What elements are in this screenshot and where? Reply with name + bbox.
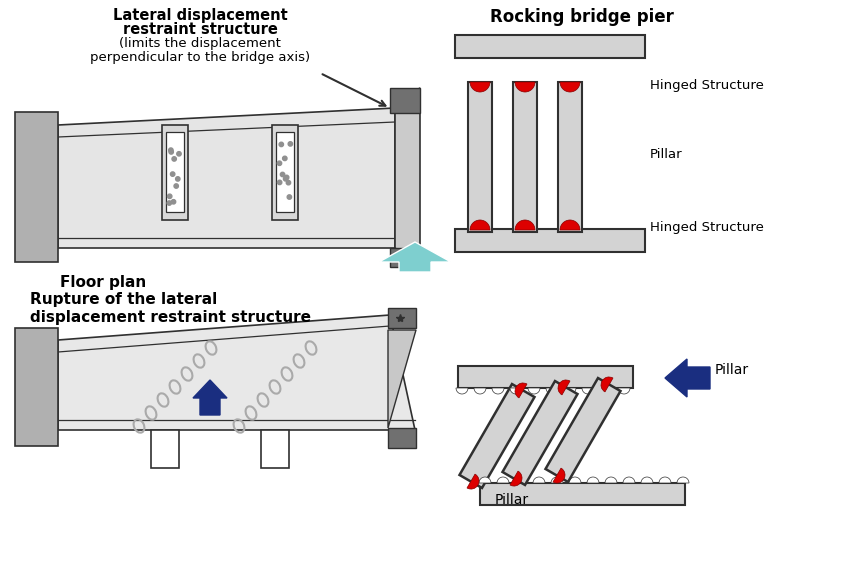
Wedge shape <box>623 477 635 483</box>
Polygon shape <box>390 88 420 113</box>
Wedge shape <box>546 388 558 394</box>
Text: Pillar: Pillar <box>715 363 749 377</box>
Text: Pillar: Pillar <box>650 149 683 162</box>
Wedge shape <box>659 477 671 483</box>
Polygon shape <box>166 132 184 212</box>
Polygon shape <box>261 430 289 468</box>
Wedge shape <box>587 477 599 483</box>
Wedge shape <box>601 377 613 392</box>
Circle shape <box>172 157 176 161</box>
Text: Pillar: Pillar <box>495 493 529 507</box>
Wedge shape <box>551 477 563 483</box>
Polygon shape <box>388 428 416 448</box>
Circle shape <box>175 177 180 181</box>
Wedge shape <box>479 477 491 483</box>
Polygon shape <box>15 328 58 446</box>
Circle shape <box>283 177 288 181</box>
Polygon shape <box>58 108 395 248</box>
Wedge shape <box>558 380 570 395</box>
Wedge shape <box>569 477 581 483</box>
Wedge shape <box>605 477 617 483</box>
Polygon shape <box>15 112 58 262</box>
Text: Floor plan: Floor plan <box>60 275 146 290</box>
Wedge shape <box>560 82 580 92</box>
Circle shape <box>169 150 174 154</box>
Wedge shape <box>510 388 522 394</box>
Circle shape <box>177 151 181 156</box>
Wedge shape <box>515 383 527 398</box>
Wedge shape <box>515 220 535 230</box>
Polygon shape <box>503 381 577 485</box>
Polygon shape <box>151 430 179 468</box>
Wedge shape <box>456 388 468 394</box>
Polygon shape <box>390 248 420 267</box>
Polygon shape <box>395 88 420 263</box>
Wedge shape <box>560 220 580 230</box>
Wedge shape <box>467 474 479 489</box>
Text: Hinged Structure: Hinged Structure <box>650 221 764 235</box>
Polygon shape <box>58 315 415 430</box>
Wedge shape <box>553 468 565 483</box>
FancyBboxPatch shape <box>455 229 645 252</box>
Text: Rocking bridge pier: Rocking bridge pier <box>490 8 673 26</box>
Text: restraint structure: restraint structure <box>123 22 277 37</box>
Circle shape <box>170 172 175 176</box>
Wedge shape <box>582 388 594 394</box>
Wedge shape <box>515 82 535 92</box>
FancyArrow shape <box>193 380 227 415</box>
Text: (limits the displacement: (limits the displacement <box>119 37 281 50</box>
FancyBboxPatch shape <box>455 35 645 58</box>
Circle shape <box>168 194 172 199</box>
FancyBboxPatch shape <box>513 82 537 232</box>
Text: Hinged Structure: Hinged Structure <box>650 79 764 92</box>
Circle shape <box>288 142 293 146</box>
Polygon shape <box>460 384 534 488</box>
Text: displacement restraint structure: displacement restraint structure <box>30 310 311 325</box>
Polygon shape <box>388 330 416 428</box>
Wedge shape <box>641 477 653 483</box>
Polygon shape <box>388 308 416 328</box>
Polygon shape <box>545 378 620 482</box>
FancyBboxPatch shape <box>480 483 685 505</box>
Polygon shape <box>276 132 294 212</box>
Wedge shape <box>677 477 689 483</box>
Wedge shape <box>564 388 576 394</box>
Circle shape <box>171 200 176 204</box>
Circle shape <box>280 172 284 177</box>
Circle shape <box>174 184 179 188</box>
Wedge shape <box>618 388 630 394</box>
Wedge shape <box>510 471 522 486</box>
Wedge shape <box>497 477 509 483</box>
Text: Rupture of the lateral: Rupture of the lateral <box>30 292 217 307</box>
Circle shape <box>167 201 172 205</box>
FancyBboxPatch shape <box>468 82 492 232</box>
Polygon shape <box>272 125 298 220</box>
Circle shape <box>279 142 283 146</box>
Circle shape <box>283 156 287 160</box>
FancyArrow shape <box>665 359 710 397</box>
FancyBboxPatch shape <box>458 366 633 388</box>
Wedge shape <box>533 477 545 483</box>
Wedge shape <box>474 388 486 394</box>
Wedge shape <box>600 388 612 394</box>
Circle shape <box>277 180 282 185</box>
Circle shape <box>286 181 290 185</box>
Polygon shape <box>162 125 188 220</box>
Wedge shape <box>470 82 490 92</box>
Wedge shape <box>470 220 490 230</box>
Text: perpendicular to the bridge axis): perpendicular to the bridge axis) <box>90 51 310 64</box>
Circle shape <box>284 175 289 180</box>
Circle shape <box>277 161 282 166</box>
Circle shape <box>287 195 291 199</box>
Text: Lateral displacement: Lateral displacement <box>113 8 288 23</box>
Wedge shape <box>492 388 504 394</box>
FancyArrow shape <box>379 242 451 272</box>
Circle shape <box>168 148 173 153</box>
Wedge shape <box>528 388 540 394</box>
Wedge shape <box>515 477 527 483</box>
FancyBboxPatch shape <box>558 82 582 232</box>
